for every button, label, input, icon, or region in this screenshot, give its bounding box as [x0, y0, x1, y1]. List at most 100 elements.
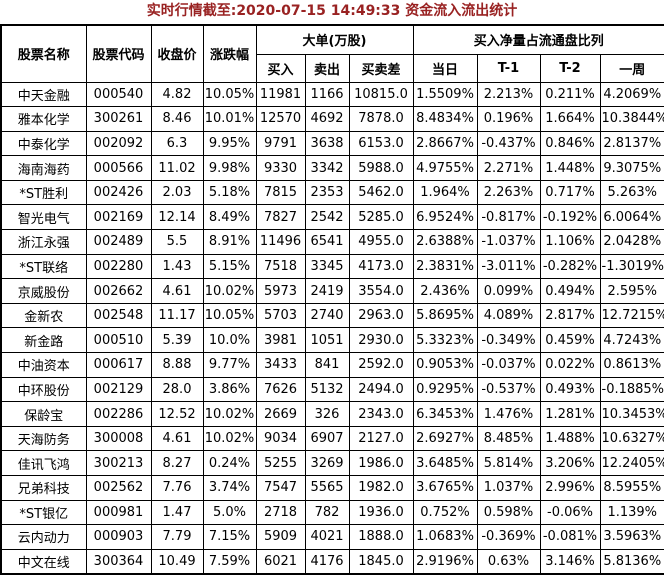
cell-stock-code[interactable]: 300261	[85, 106, 152, 132]
cell-sell: 3269	[304, 450, 350, 476]
cell-stock-name[interactable]: 中天金融	[0, 81, 87, 108]
cell-stock-name[interactable]: *ST联络	[0, 253, 87, 280]
cell-ratio-today: 2.9196%	[412, 548, 478, 575]
cell-stock-name[interactable]: 中环股份	[0, 376, 87, 403]
table-row: 浙江永强 002489 5.5 8.91% 11496 6541 4955.0 2.6388%…	[0, 229, 664, 255]
cell-buy-sell-diff: 1936.0	[348, 499, 414, 526]
cell-ratio-week: 12.2405%	[599, 450, 664, 476]
cell-stock-code[interactable]: 000903	[85, 524, 152, 550]
cell-stock-name[interactable]: *ST胜利	[0, 179, 87, 206]
cell-buy: 5703	[255, 302, 306, 329]
cell-stock-code[interactable]: 300364	[85, 548, 152, 575]
cell-stock-code[interactable]: 000617	[85, 352, 152, 378]
table-row: 海南海药 000566 11.02 9.98% 9330 3342 5988.0 4.9755…	[0, 155, 664, 181]
table-row: 京威股份 002662 4.61 10.02% 5973 2419 3554.0 2.436%…	[0, 278, 664, 304]
cell-buy-sell-diff: 2930.0	[348, 327, 414, 354]
cell-ratio-week: 6.0064%	[599, 204, 664, 231]
cell-buy: 5255	[255, 450, 306, 476]
cell-stock-code[interactable]: 002092	[85, 130, 152, 157]
cell-ratio-week: 10.3453%	[599, 401, 664, 427]
cell-sell: 326	[304, 401, 350, 427]
cell-ratio-t2: 3.146%	[539, 548, 601, 575]
table-row: *ST联络 002280 1.43 5.15% 7518 3345 4173.0 2.3831…	[0, 253, 664, 280]
cell-stock-code[interactable]: 000566	[85, 155, 152, 181]
cell-stock-name[interactable]: 中油资本	[0, 352, 87, 378]
cell-stock-code[interactable]: 002129	[85, 376, 152, 403]
table-header: 股票名称 股票代码 收盘价 涨跌幅 大单(万股) 买入净量占流通盘比列 买入 卖…	[0, 24, 664, 83]
cell-change-pct: 5.0%	[202, 499, 257, 526]
cell-stock-code[interactable]: 002548	[85, 302, 152, 329]
cell-stock-name[interactable]: 海南海药	[0, 155, 87, 181]
cell-stock-name[interactable]: 新金路	[0, 327, 87, 354]
cell-ratio-t2: 0.493%	[539, 376, 601, 403]
cell-sell: 3345	[304, 253, 350, 280]
cell-ratio-t2: 1.488%	[539, 425, 601, 452]
cell-ratio-t1: -0.437%	[476, 130, 541, 157]
table-row: 天海防务 300008 4.61 10.02% 9034 6907 2127.0 2.6927…	[0, 425, 664, 452]
cell-stock-name[interactable]: 中文在线	[0, 548, 87, 575]
cell-sell: 2353	[304, 179, 350, 206]
table-row: 中油资本 000617 8.88 9.77% 3433 841 2592.0 0.9053% -…	[0, 352, 664, 378]
cell-stock-name[interactable]: 金新农	[0, 302, 87, 329]
cell-stock-code[interactable]: 002489	[85, 229, 152, 255]
cell-stock-name[interactable]: 保龄宝	[0, 401, 87, 427]
cell-stock-code[interactable]: 000510	[85, 327, 152, 354]
cell-stock-code[interactable]: 300008	[85, 425, 152, 452]
cell-ratio-week: 3.5963%	[599, 524, 664, 550]
stock-table: 股票名称 股票代码 收盘价 涨跌幅 大单(万股) 买入净量占流通盘比列 买入 卖…	[0, 24, 664, 575]
cell-ratio-today: 1.5509%	[412, 81, 478, 108]
cell-buy: 9791	[255, 130, 306, 157]
cell-buy: 7827	[255, 204, 306, 231]
cell-ratio-today: 3.6765%	[412, 475, 478, 501]
col-header-ratio-t2: T-2	[539, 53, 601, 83]
table-row: 中泰化学 002092 6.3 9.95% 9791 3638 6153.0 2.8667% -…	[0, 130, 664, 157]
cell-sell: 5132	[304, 376, 350, 403]
cell-ratio-t2: 0.717%	[539, 179, 601, 206]
cell-stock-code[interactable]: 300213	[85, 450, 152, 476]
cell-change-pct: 8.91%	[202, 229, 257, 255]
col-header-close-price: 收盘价	[150, 24, 204, 83]
cell-stock-code[interactable]: 002286	[85, 401, 152, 427]
cell-stock-code[interactable]: 002280	[85, 253, 152, 280]
cell-stock-name[interactable]: 智光电气	[0, 204, 87, 231]
cell-stock-name[interactable]: 雅本化学	[0, 106, 87, 132]
cell-stock-code[interactable]: 002662	[85, 278, 152, 304]
cell-ratio-t1: 1.037%	[476, 475, 541, 501]
cell-stock-name[interactable]: 中泰化学	[0, 130, 87, 157]
cell-stock-name[interactable]: *ST银亿	[0, 499, 87, 526]
table-row: *ST银亿 000981 1.47 5.0% 2718 782 1936.0 0.752% 0.…	[0, 499, 664, 526]
cell-buy: 7626	[255, 376, 306, 403]
cell-stock-code[interactable]: 000981	[85, 499, 152, 526]
cell-stock-name[interactable]: 天海防务	[0, 425, 87, 452]
cell-close-price: 1.43	[150, 253, 204, 280]
table-row: 智光电气 002169 12.14 8.49% 7827 2542 5285.0 6.9524…	[0, 204, 664, 231]
table-row: 云内动力 000903 7.79 7.15% 5909 4021 1888.0 1.0683%…	[0, 524, 664, 550]
cell-change-pct: 3.86%	[202, 376, 257, 403]
cell-ratio-week: 5.8136%	[599, 548, 664, 575]
cell-buy-sell-diff: 4955.0	[348, 229, 414, 255]
cell-stock-name[interactable]: 京威股份	[0, 278, 87, 304]
cell-buy-sell-diff: 5462.0	[348, 179, 414, 206]
cell-ratio-today: 6.3453%	[412, 401, 478, 427]
cell-buy-sell-diff: 2494.0	[348, 376, 414, 403]
cell-stock-code[interactable]: 002426	[85, 179, 152, 206]
cell-buy: 3981	[255, 327, 306, 354]
cell-stock-name[interactable]: 云内动力	[0, 524, 87, 550]
table-row: 兄弟科技 002562 7.76 3.74% 7547 5565 1982.0 3.6765%…	[0, 475, 664, 501]
cell-sell: 4176	[304, 548, 350, 575]
cell-ratio-t2: 0.846%	[539, 130, 601, 157]
cell-stock-name[interactable]: 佳讯飞鸿	[0, 450, 87, 476]
cell-change-pct: 10.0%	[202, 327, 257, 354]
cell-stock-code[interactable]: 002169	[85, 204, 152, 231]
cell-ratio-t1: 0.196%	[476, 106, 541, 132]
cell-stock-code[interactable]: 000540	[85, 81, 152, 108]
cell-close-price: 5.5	[150, 229, 204, 255]
cell-stock-code[interactable]: 002562	[85, 475, 152, 501]
cell-buy: 3433	[255, 352, 306, 378]
table-row: 新金路 000510 5.39 10.0% 3981 1051 2930.0 5.3323% -…	[0, 327, 664, 354]
cell-stock-name[interactable]: 兄弟科技	[0, 475, 87, 501]
cell-buy: 2669	[255, 401, 306, 427]
cell-stock-name[interactable]: 浙江永强	[0, 229, 87, 255]
cell-buy-sell-diff: 3554.0	[348, 278, 414, 304]
